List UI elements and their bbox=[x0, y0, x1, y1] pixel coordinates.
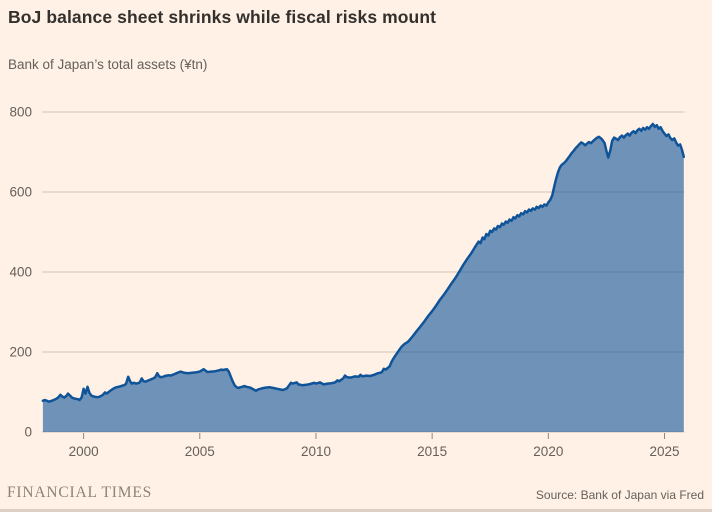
y-axis-label-600: 600 bbox=[9, 185, 32, 200]
x-axis-label-2025: 2025 bbox=[649, 444, 679, 459]
x-axis-label-2020: 2020 bbox=[533, 444, 563, 459]
x-axis-label-2010: 2010 bbox=[301, 444, 331, 459]
y-axis-label-400: 400 bbox=[9, 265, 32, 280]
x-axis-label-2015: 2015 bbox=[417, 444, 447, 459]
chart-subtitle: Bank of Japan’s total assets (¥tn) bbox=[8, 57, 208, 72]
x-axis-label-2000: 2000 bbox=[69, 444, 99, 459]
ft-logo: FINANCIAL TIMES bbox=[7, 484, 153, 501]
y-axis-label-200: 200 bbox=[9, 345, 32, 360]
y-axis-label-0: 0 bbox=[24, 425, 32, 440]
assets-line bbox=[41, 122, 686, 403]
y-axis-label-800: 800 bbox=[9, 105, 32, 120]
assets-area bbox=[42, 124, 684, 432]
source-note: Source: Bank of Japan via Fred bbox=[535, 488, 704, 502]
x-axis-label-2005: 2005 bbox=[185, 444, 215, 459]
page-title: BoJ balance sheet shrinks while fiscal r… bbox=[8, 7, 437, 27]
